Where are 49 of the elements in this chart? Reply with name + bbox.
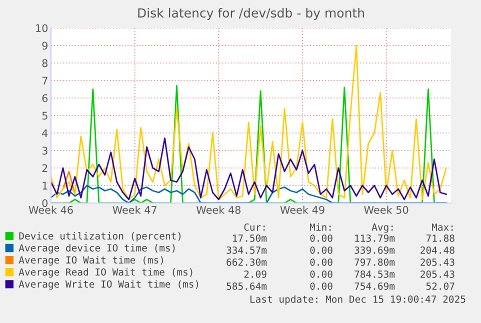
legend-label: Average Write IO Wait time (ms) — [18, 280, 198, 290]
y-tick-label: 3 — [42, 146, 48, 155]
text: 0.00 — [310, 270, 332, 278]
text: 204.48 — [420, 246, 454, 254]
text: 0.00 — [310, 246, 332, 254]
text: 339.69m — [354, 246, 395, 254]
text: 0.00 — [310, 234, 332, 242]
text: 205.43 — [420, 258, 454, 266]
line-series — [51, 138, 447, 200]
y-tick-label: 8 — [42, 59, 48, 68]
text: 2.09 — [244, 270, 266, 278]
chart-title: Disk latency for /dev/sdb - by month — [138, 8, 364, 20]
text: Last update: Mon Dec 15 19:00:47 2025 — [250, 295, 466, 305]
text: 0.00 — [310, 282, 332, 290]
x-tick-label: Week 49 — [280, 206, 324, 214]
y-tick-label: 7 — [42, 76, 48, 84]
text: 0.00 — [310, 258, 332, 266]
text: 113.79m — [355, 234, 395, 242]
y-tick-label: 0 — [42, 199, 48, 208]
y-tick-label: 4 — [42, 129, 48, 137]
text: 662.30m — [226, 258, 267, 266]
x-tick-label: Week 48 — [196, 206, 241, 214]
text: 797.80m — [354, 258, 395, 266]
y-tick-label: 10 — [36, 24, 48, 32]
text: 334.57m — [226, 246, 267, 254]
text: Max: — [432, 224, 453, 231]
text: 71.88 — [426, 234, 454, 242]
y-tick-label: 6 — [42, 94, 48, 102]
legend-label: Average Read IO Wait time (ms) — [18, 268, 192, 278]
text: 585.64m — [226, 282, 267, 290]
x-tick-label: Week 46 — [28, 206, 73, 214]
y-tick-label: 9 — [42, 42, 48, 50]
y-tick-label: 5 — [42, 112, 48, 120]
text: Cur: — [244, 223, 265, 231]
text: 205.43 — [420, 270, 454, 278]
x-tick-label: Week 50 — [364, 206, 408, 214]
text: 784.53m — [354, 270, 395, 278]
legend-label: Device utilization (percent) — [19, 232, 181, 242]
legend-label: Average device IO time (ms) — [18, 244, 175, 254]
line-series — [51, 44, 447, 200]
text: Min: — [310, 223, 331, 231]
y-tick-label: 2 — [42, 164, 48, 172]
text: Avg: — [372, 224, 393, 233]
x-tick-label: Week 47 — [112, 206, 156, 214]
legend-label: Average IO Wait time (ms) — [18, 256, 163, 266]
text: 17.50m — [233, 234, 267, 242]
text: 754.69m — [354, 282, 395, 290]
y-tick-label: 1 — [42, 182, 48, 190]
text: 52.07 — [426, 282, 454, 290]
